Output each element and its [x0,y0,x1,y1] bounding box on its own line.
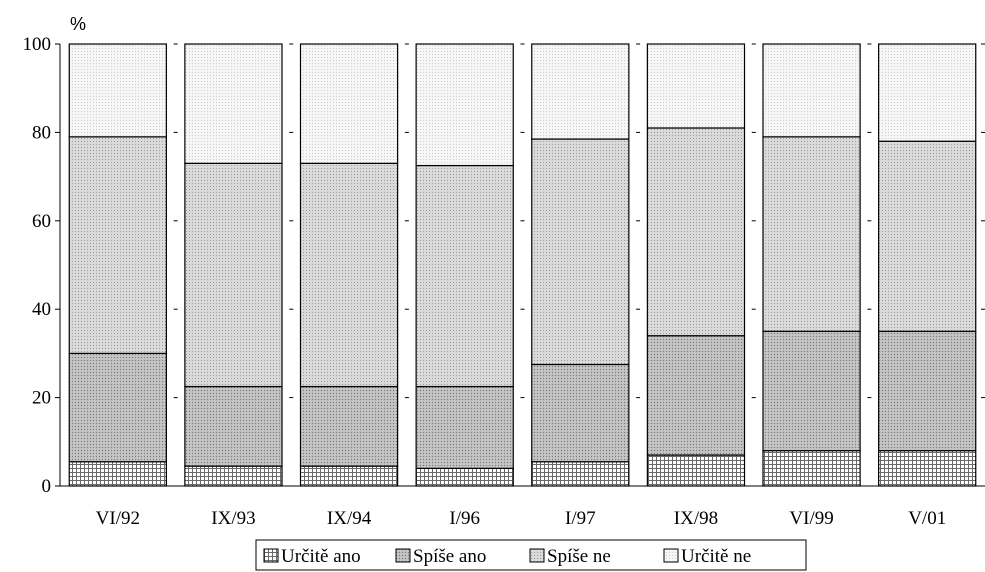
bar-segment [299,385,399,467]
y-tick-label: 100 [23,34,52,55]
y-tick-label: 60 [32,211,51,232]
bar-segment [184,465,283,487]
bar-segment [68,136,167,355]
x-tick-label: V/01 [908,508,946,529]
bar-segment [68,461,167,487]
y-unit-label: % [70,14,86,34]
legend-label: Určitě ne [681,546,751,567]
bar-segment [762,450,861,487]
y-tick-label: 0 [42,476,52,497]
x-tick-label: IX/98 [674,508,718,529]
bar-segment [646,335,746,456]
legend-label: Spíše ano [413,546,486,567]
legend-label: Spíše ne [547,546,611,567]
legend-label: Určitě ano [281,546,361,567]
y-tick-label: 20 [32,388,51,409]
x-axis: VI/92 IX/93 IX/94 I/96 I/97 IX/98 VI/99 V/01 [96,508,947,529]
bar-segment [646,454,746,487]
bar-segment [68,43,167,138]
x-tick-label: I/97 [565,508,596,529]
y-tick-label: 80 [32,122,51,143]
legend: Určitě ano Spíše ano Spíše ne Určitě ne [255,539,807,571]
bar-segment [878,330,977,452]
x-tick-label: VI/99 [789,508,833,529]
bar-segment [415,164,514,388]
legend-swatch [263,548,279,563]
bar-segment [878,140,977,332]
bar-segment [878,450,977,487]
bar-segment [299,162,399,388]
bar-segment [878,43,977,142]
bar-segment [184,162,283,388]
legend-swatch [529,548,545,563]
bar-segment [531,363,630,463]
bars [68,43,977,487]
bar-segment [531,461,630,487]
bar-segment [762,136,861,332]
bar-segment [184,43,283,164]
legend-swatch [395,548,411,563]
bar-segment [646,43,746,129]
x-tick-label: I/96 [449,508,480,529]
bar-segment [646,127,746,337]
bar-segment [762,43,861,138]
bar-segment [415,467,514,487]
bar-segment [68,352,167,463]
bar-segment [415,43,514,167]
bar-segment [531,43,630,140]
bar-segment [531,138,630,366]
y-tick-label: 40 [32,299,51,320]
x-tick-label: IX/93 [211,508,255,529]
bar-segment [415,385,514,469]
legend-swatch [663,548,679,563]
bar-segment [762,330,861,452]
bar-segment [299,43,399,164]
x-tick-label: IX/94 [327,508,372,529]
bar-segment [299,465,399,487]
x-tick-label: VI/92 [96,508,140,529]
bar-segment [184,385,283,467]
